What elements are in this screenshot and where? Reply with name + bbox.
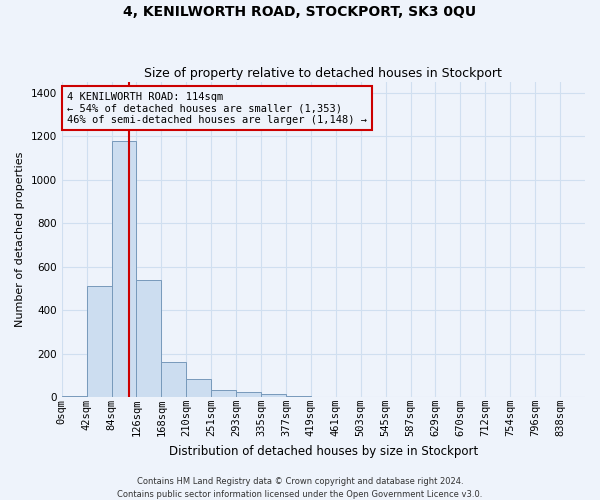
Title: Size of property relative to detached houses in Stockport: Size of property relative to detached ho…	[145, 66, 502, 80]
Bar	[261, 394, 286, 398]
Bar	[186, 379, 211, 398]
Text: 4 KENILWORTH ROAD: 114sqm
← 54% of detached houses are smaller (1,353)
46% of se: 4 KENILWORTH ROAD: 114sqm ← 54% of detac…	[67, 92, 367, 124]
Text: 4, KENILWORTH ROAD, STOCKPORT, SK3 0QU: 4, KENILWORTH ROAD, STOCKPORT, SK3 0QU	[124, 5, 476, 19]
Text: Contains HM Land Registry data © Crown copyright and database right 2024.
Contai: Contains HM Land Registry data © Crown c…	[118, 478, 482, 499]
Bar	[136, 280, 161, 398]
Bar	[112, 141, 136, 398]
Bar	[286, 396, 311, 398]
Bar	[86, 286, 112, 398]
Bar	[161, 362, 186, 398]
Bar	[211, 390, 236, 398]
Bar	[236, 392, 261, 398]
X-axis label: Distribution of detached houses by size in Stockport: Distribution of detached houses by size …	[169, 444, 478, 458]
Bar	[62, 396, 86, 398]
Y-axis label: Number of detached properties: Number of detached properties	[15, 152, 25, 328]
